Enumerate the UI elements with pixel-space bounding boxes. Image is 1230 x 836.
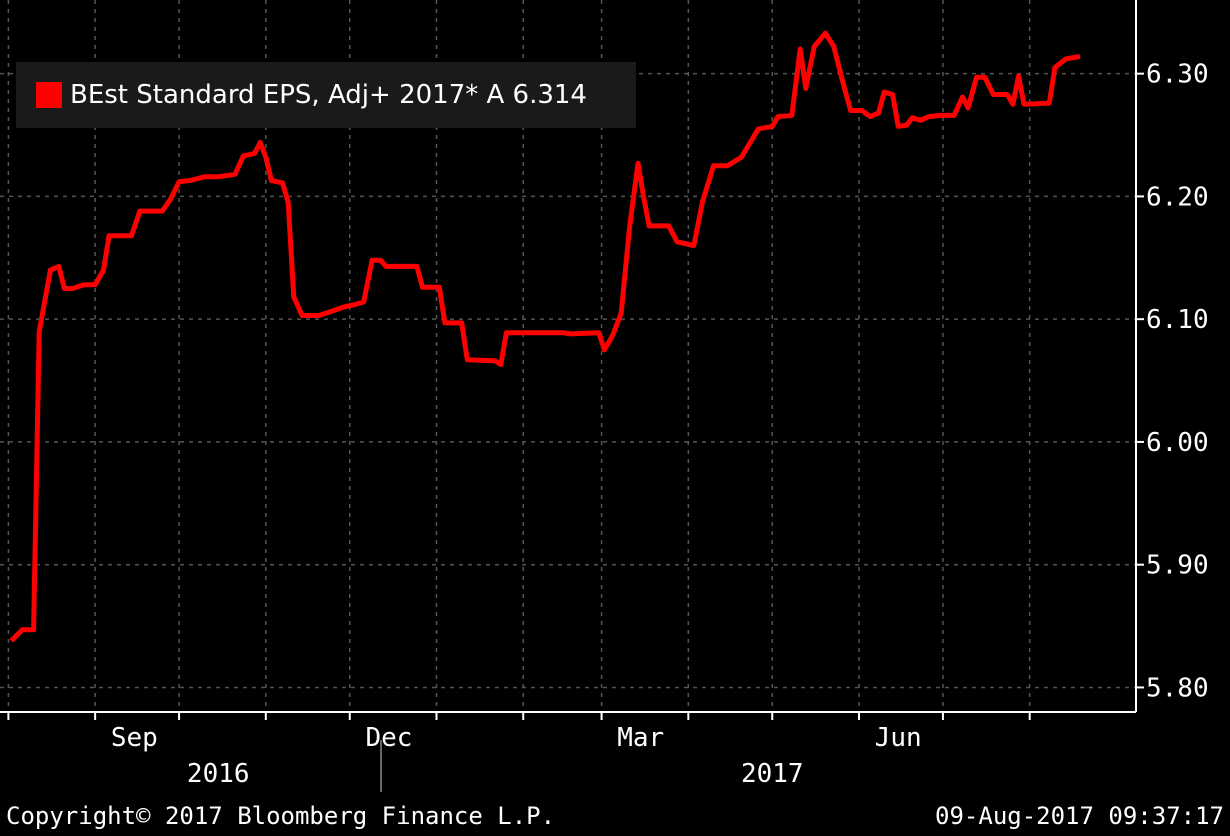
x-month-label: Sep <box>111 723 158 753</box>
legend-swatch <box>36 82 62 108</box>
copyright-text: Copyright© 2017 Bloomberg Finance L.P. <box>6 802 556 830</box>
x-month-label: Jun <box>875 723 922 753</box>
x-year-label: 2017 <box>741 759 804 789</box>
legend: BEst Standard EPS, Adj+ 2017* A 6.314 <box>16 62 636 128</box>
y-axis-ticks: 5.80 5.90 6.00 6.10 6.20 6.30 <box>1136 60 1209 703</box>
x-month-label: Dec <box>365 723 412 753</box>
y-tick-label: 6.00 <box>1146 428 1209 458</box>
y-tick-label: 6.10 <box>1146 305 1209 335</box>
x-axis-ticks: Sep Dec Mar Jun 2016 2017 <box>7 712 1031 789</box>
y-tick-label: 5.80 <box>1146 673 1209 703</box>
x-month-label: Mar <box>617 723 664 753</box>
timestamp-text: 09-Aug-2017 09:37:17 <box>935 802 1224 830</box>
y-tick-label: 5.90 <box>1146 551 1209 581</box>
y-tick-label: 6.30 <box>1146 60 1209 90</box>
legend-label: BEst Standard EPS, Adj+ 2017* A 6.314 <box>70 80 587 110</box>
x-year-label: 2016 <box>187 759 250 789</box>
series-line-eps <box>9 30 1081 643</box>
y-tick-label: 6.20 <box>1146 182 1209 212</box>
